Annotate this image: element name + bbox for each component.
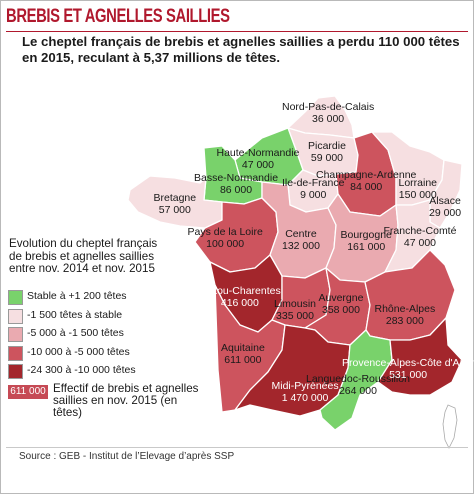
region-label-languedoc-roussillon: Languedoc-Roussillon 264 000 [306, 373, 410, 397]
region-languedoc-roussillon [319, 329, 393, 431]
region-label-centre: Centre 132 000 [282, 228, 320, 252]
region-name: Picardie [308, 140, 346, 152]
region-label-champagne-ardenne: Champagne-Ardenne 84 000 [316, 169, 417, 193]
region-name: Nord-Pas-de-Calais [282, 101, 375, 113]
region-name: Pays de la Loire [187, 226, 263, 238]
region-value: 86 000 [219, 183, 253, 196]
region-name: Haute-Normandie [216, 147, 300, 159]
region-label-bourgogne: Bourgogne 161 000 [340, 229, 392, 253]
region-label-nord-pas-de-calais: Nord-Pas-de-Calais 36 000 [282, 101, 375, 125]
region-value: 100 000 [206, 237, 245, 250]
region-value: 283 000 [385, 314, 424, 327]
region-name: Languedoc-Roussillon [306, 373, 410, 385]
region-name: Midi-Pyrénées [271, 380, 339, 392]
title-rule [6, 31, 468, 32]
region-name: Alsace [429, 195, 461, 207]
lead-text: Le cheptel français de brebis et agnelle… [22, 34, 460, 65]
legend-label: -1 500 têtes à stable [27, 308, 123, 321]
effectif-swatch [8, 385, 48, 399]
region-value: 416 000 [220, 296, 259, 309]
region-label-provence-alpes-cote-dazur: Provence-Alpes-Côte d'Azur 531 000 [342, 357, 474, 381]
region-name: Ile-de-France [282, 177, 345, 189]
region-value: 36 000 [312, 112, 345, 125]
region-label-franche-comte: Franche-Comté 47 000 [383, 225, 457, 249]
legend-label: -5 000 à -1 500 têtes [27, 327, 124, 339]
region-value: 47 000 [403, 236, 437, 249]
region-label-lorraine: Lorraine 150 000 [398, 177, 438, 201]
region-label-picardie: Picardie 59 000 [308, 140, 346, 164]
region-name: Lorraine [398, 177, 438, 189]
region-label-midi-pyrenees: Midi-Pyrénées 1 470 000 [271, 380, 339, 404]
region-label-rhone-alpes: Rhône-Alpes 283 000 [374, 303, 436, 327]
legend-label: Stable à +1 200 têtes [27, 290, 127, 302]
region-value: 150 000 [398, 188, 437, 201]
region-value: 57 000 [158, 203, 191, 216]
legend-swatch [8, 308, 23, 324]
source-note: Source : GEB - Institut de l’Elevage d’a… [19, 451, 235, 462]
region-value: 358 000 [321, 303, 360, 316]
region-name: Bourgogne [340, 229, 392, 241]
region-label-ile-de-france: Ile-de-France 9 000 [282, 177, 345, 201]
region-value: 335 000 [276, 309, 314, 322]
region-name: Franche-Comté [383, 225, 457, 237]
region-value: 161 000 [347, 240, 386, 253]
region-label-haute-normandie: Haute-Normandie 47 000 [216, 147, 300, 171]
region-label-auvergne: Auvergne 358 000 [318, 292, 364, 316]
effectif-example-value: 611 000 [10, 386, 46, 397]
region-name: Champagne-Ardenne [316, 169, 417, 181]
region-value: 611 000 [224, 353, 262, 366]
region-label-bretagne: Bretagne 57 000 [153, 192, 197, 216]
legend-swatch [8, 327, 23, 342]
region-provence-alpes-cote-dazur [377, 317, 463, 396]
region-value: 132 000 [282, 239, 320, 252]
region-label-alsace: Alsace 29 000 [429, 195, 462, 219]
region-name: Provence-Alpes-Côte d'Azur [342, 357, 474, 369]
region-midi-pyrenees [234, 324, 351, 417]
region-label-limousin: Limousin 335 000 [274, 298, 317, 322]
region-name: Poitou-Charentes [199, 285, 281, 297]
region-name: Bretagne [153, 192, 197, 204]
region-label-poitou-charentes: Poitou-Charentes 416 000 [199, 285, 281, 309]
legend-swatch [8, 345, 23, 361]
legend-label: -10 000 à -5 000 têtes [27, 345, 130, 358]
legend-swatch [8, 364, 23, 379]
corse-island [442, 404, 458, 449]
region-value: 59 000 [310, 151, 344, 164]
legend-swatch [8, 290, 23, 305]
region-name: Centre [285, 228, 317, 240]
region-label-aquitaine: Aquitaine 611 000 [221, 342, 265, 366]
region-label-basse-normandie: Basse-Normandie 86 000 [194, 172, 279, 196]
region-value: 84 000 [350, 180, 383, 193]
source-rule [6, 447, 468, 448]
region-value: 531 000 [389, 368, 428, 381]
figure-title: BREBIS ET AGNELLES SAILLIES [6, 6, 230, 27]
region-name: Limousin [274, 298, 317, 310]
region-name: Auvergne [318, 292, 364, 304]
region-value: 264 000 [338, 384, 377, 397]
region-value: 29 000 [429, 206, 462, 219]
legend-title: Evolution du cheptel français de brebis … [9, 237, 158, 275]
region-name: Rhône-Alpes [374, 303, 436, 315]
region-value: 47 000 [241, 158, 274, 171]
region-label-pays-de-la-loire: Pays de la Loire 100 000 [187, 226, 263, 250]
legend-label: -24 300 à -10 000 têtes [27, 364, 136, 376]
region-value: 9 000 [300, 188, 327, 201]
region-name: Basse-Normandie [194, 172, 279, 184]
region-name: Aquitaine [221, 342, 265, 354]
effectif-legend-text: Effectif de brebis et agnelles saillies … [53, 382, 199, 419]
region-value: 1 470 000 [281, 391, 329, 404]
